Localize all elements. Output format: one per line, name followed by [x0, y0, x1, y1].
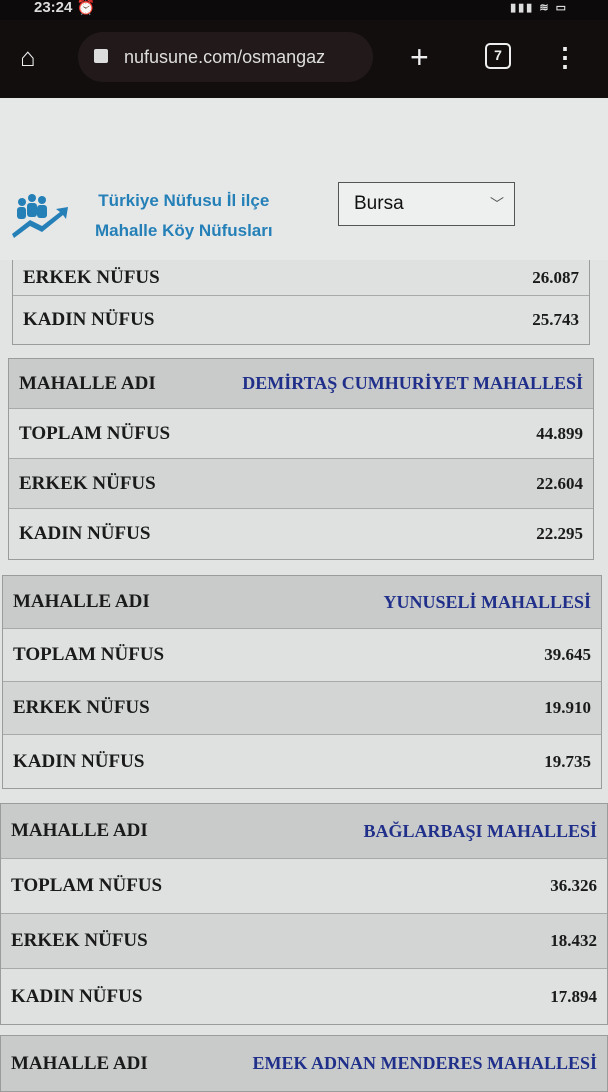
- table-row: ERKEK NÜFUS 19.910: [3, 682, 601, 735]
- url-text: nufusune.com/osmangaz: [124, 47, 326, 67]
- status-bar: 23:24 ⏰ ▮▮▮ ≋ ▭: [0, 0, 608, 20]
- row-value: 36.326: [550, 876, 597, 895]
- address-bar[interactable]: nufusune.com/osmangaz: [78, 32, 373, 82]
- title-line-1: Türkiye Nüfusu İl ilçe: [98, 191, 270, 210]
- row-label: TOPLAM NÜFUS: [11, 875, 163, 896]
- row-label: TOPLAM NÜFUS: [19, 422, 171, 444]
- row-label: MAHALLE ADI: [19, 372, 156, 394]
- row-value: 22.604: [536, 473, 583, 493]
- home-icon[interactable]: ⌂: [20, 42, 36, 72]
- battery-icon: ▭: [555, 2, 568, 14]
- row-label: MAHALLE ADI: [11, 820, 148, 841]
- neighborhood-table: MAHALLE ADI DEMİRTAŞ CUMHURİYET MAHALLESİ…: [8, 358, 594, 560]
- site-header: Türkiye Nüfusu İl ilçe Mahalle Köy Nüfusl…: [0, 98, 608, 260]
- table-header-row: MAHALLE ADI BAĞLARBAŞI MAHALLESİ: [1, 804, 607, 859]
- row-value: 17.894: [550, 986, 597, 1006]
- site-title[interactable]: Türkiye Nüfusu İl ilçe Mahalle Köy Nüfusl…: [95, 186, 273, 246]
- row-label: MAHALLE ADI: [13, 591, 150, 612]
- table-row: ERKEK NÜFUS 18.432: [1, 914, 607, 969]
- table-row: KADIN NÜFUS 17.894: [1, 969, 607, 1024]
- tabs-icon[interactable]: 7: [485, 43, 511, 69]
- signal-icon: ▮▮▮: [510, 2, 535, 14]
- neighborhood-table: MAHALLE ADI YUNUSELİ MAHALLESİ TOPLAM NÜFU…: [2, 575, 602, 789]
- row-label: KADIN NÜFUS: [13, 750, 145, 772]
- lock-icon: [94, 49, 108, 63]
- row-value: 18.432: [550, 931, 597, 950]
- neighborhood-table: MAHALLE ADI BAĞLARBAŞI MAHALLESİ TOPLAM NÜ…: [0, 803, 608, 1025]
- table-row: ERKEK NÜFUS 26.087: [13, 260, 589, 296]
- table-header-row: MAHALLE ADI YUNUSELİ MAHALLESİ: [3, 576, 601, 629]
- table-header-row: MAHALLE ADI DEMİRTAŞ CUMHURİYET MAHALLESİ: [9, 359, 593, 409]
- table-row: TOPLAM NÜFUS 44.899: [9, 409, 593, 459]
- row-value: 19.910: [544, 698, 591, 717]
- table-row: KADIN NÜFUS 19.735: [3, 735, 601, 788]
- table-row: KADIN NÜFUS 22.295: [9, 509, 593, 559]
- neighborhood-table: MAHALLE ADI EMEK ADNAN MENDERES MAHALLESİ: [0, 1035, 608, 1092]
- row-label: ERKEK NÜFUS: [23, 266, 160, 288]
- row-label: ERKEK NÜFUS: [11, 930, 148, 951]
- table-row: TOPLAM NÜFUS 36.326: [1, 859, 607, 914]
- plus-icon[interactable]: +: [410, 39, 429, 75]
- partial-table: ERKEK NÜFUS 26.087 KADIN NÜFUS 25.743: [12, 260, 590, 345]
- neighborhood-name[interactable]: BAĞLARBAŞI MAHALLESİ: [363, 820, 597, 841]
- row-label: KADIN NÜFUS: [23, 309, 155, 330]
- neighborhood-name[interactable]: YUNUSELİ MAHALLESİ: [383, 591, 591, 612]
- table-row: ERKEK NÜFUS 22.604: [9, 459, 593, 509]
- row-value: 26.087: [532, 267, 579, 287]
- menu-icon[interactable]: ⋮: [552, 42, 578, 72]
- province-select[interactable]: Bursa ﹀: [338, 182, 515, 226]
- row-value: 39.645: [544, 645, 591, 664]
- row-label: ERKEK NÜFUS: [13, 697, 150, 718]
- logo-icon: [12, 194, 68, 238]
- row-label: KADIN NÜFUS: [11, 985, 143, 1007]
- row-label: TOPLAM NÜFUS: [13, 644, 165, 665]
- table-row: TOPLAM NÜFUS 39.645: [3, 629, 601, 682]
- row-value: 19.735: [544, 751, 591, 771]
- clock: 23:24: [34, 0, 73, 16]
- browser-toolbar: ⌂ nufusune.com/osmangaz + 7 ⋮: [0, 20, 608, 98]
- alarm-icon: ⏰: [76, 0, 96, 16]
- table-row: KADIN NÜFUS 25.743: [13, 296, 589, 344]
- row-label: MAHALLE ADI: [11, 1052, 148, 1074]
- table-header-row: MAHALLE ADI EMEK ADNAN MENDERES MAHALLESİ: [1, 1036, 607, 1091]
- row-label: KADIN NÜFUS: [19, 523, 151, 544]
- status-icons: ▮▮▮ ≋ ▭: [510, 0, 568, 16]
- row-label: ERKEK NÜFUS: [19, 472, 156, 494]
- neighborhood-name[interactable]: DEMİRTAŞ CUMHURİYET MAHALLESİ: [242, 373, 583, 393]
- row-value: 22.295: [536, 524, 583, 543]
- row-value: 25.743: [532, 310, 579, 329]
- select-value: Bursa: [354, 193, 404, 214]
- title-line-2: Mahalle Köy Nüfusları: [95, 221, 273, 240]
- wifi-icon: ≋: [539, 2, 551, 14]
- chevron-down-icon: ﹀: [490, 196, 504, 212]
- neighborhood-name[interactable]: EMEK ADNAN MENDERES MAHALLESİ: [252, 1053, 597, 1073]
- row-value: 44.899: [536, 423, 583, 443]
